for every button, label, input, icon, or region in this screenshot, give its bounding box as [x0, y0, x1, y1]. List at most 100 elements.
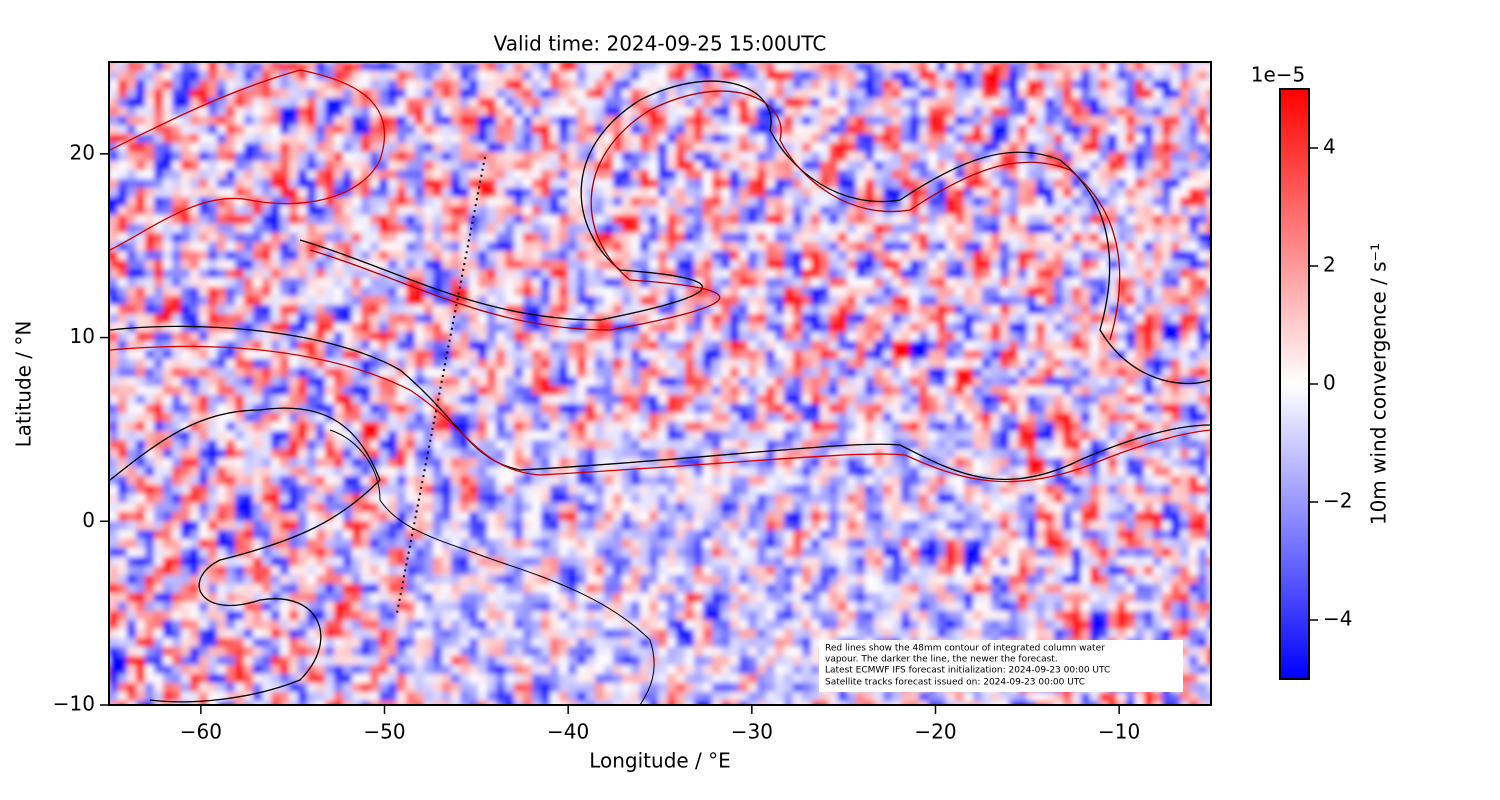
field-cell	[946, 116, 956, 126]
field-cell	[847, 287, 857, 297]
field-cell	[181, 305, 191, 315]
field-cell	[1144, 269, 1154, 279]
field-cell	[289, 314, 299, 324]
field-cell	[325, 62, 335, 72]
field-cell	[910, 368, 920, 378]
field-cell	[505, 278, 515, 288]
field-cell	[1126, 287, 1136, 297]
field-cell	[1072, 386, 1082, 396]
field-cell	[901, 296, 911, 306]
field-cell	[1054, 197, 1064, 207]
field-cell	[1045, 377, 1055, 387]
field-cell	[721, 242, 731, 252]
field-cell	[478, 215, 488, 225]
field-cell	[847, 188, 857, 198]
field-cell	[199, 332, 209, 342]
field-cell	[298, 125, 308, 135]
field-cell	[694, 242, 704, 252]
field-cell	[820, 296, 830, 306]
field-cell	[361, 215, 371, 225]
field-cell	[1036, 125, 1046, 135]
field-cell	[415, 305, 425, 315]
field-cell	[802, 224, 812, 234]
field-cell	[235, 269, 245, 279]
field-cell	[802, 278, 812, 288]
field-cell	[586, 332, 596, 342]
field-cell	[676, 98, 686, 108]
field-cell	[1090, 116, 1100, 126]
field-cell	[262, 251, 272, 261]
field-cell	[595, 98, 605, 108]
field-cell	[190, 278, 200, 288]
field-cell	[658, 341, 668, 351]
field-cell	[307, 143, 317, 153]
field-cell	[424, 62, 434, 72]
field-cell	[1099, 269, 1109, 279]
field-cell	[784, 89, 794, 99]
field-cell	[874, 260, 884, 270]
field-cell	[415, 125, 425, 135]
field-cell	[847, 233, 857, 243]
field-cell	[505, 323, 515, 333]
field-cell	[451, 287, 461, 297]
field-cell	[1180, 233, 1190, 243]
field-cell	[937, 71, 947, 81]
field-cell	[658, 377, 668, 387]
field-cell	[946, 395, 956, 405]
field-cell	[577, 71, 587, 81]
field-cell	[649, 323, 659, 333]
field-cell	[370, 404, 380, 414]
field-cell	[757, 134, 767, 144]
field-cell	[793, 89, 803, 99]
field-cell	[424, 71, 434, 81]
field-cell	[838, 152, 848, 162]
field-cell	[361, 98, 371, 108]
field-cell	[982, 359, 992, 369]
field-cell	[109, 179, 119, 189]
field-cell	[973, 89, 983, 99]
field-cell	[505, 287, 515, 297]
field-cell	[379, 197, 389, 207]
field-cell	[1162, 251, 1172, 261]
field-cell	[226, 314, 236, 324]
field-cell	[631, 89, 641, 99]
field-cell	[334, 98, 344, 108]
field-cell	[451, 350, 461, 360]
field-cell	[1216, 359, 1226, 369]
field-cell	[802, 377, 812, 387]
field-cell	[271, 107, 281, 117]
field-cell	[1180, 287, 1190, 297]
field-cell	[1180, 179, 1190, 189]
field-cell	[640, 80, 650, 90]
field-cell	[631, 233, 641, 243]
field-cell	[370, 206, 380, 216]
field-cell	[820, 107, 830, 117]
field-cell	[892, 152, 902, 162]
field-cell	[658, 98, 668, 108]
field-cell	[532, 377, 542, 387]
field-cell	[181, 287, 191, 297]
field-cell	[451, 62, 461, 72]
field-cell	[433, 80, 443, 90]
field-cell	[1081, 116, 1091, 126]
field-cell	[865, 341, 875, 351]
field-cell	[1099, 368, 1109, 378]
field-cell	[424, 188, 434, 198]
field-cell	[928, 323, 938, 333]
field-cell	[370, 359, 380, 369]
field-cell	[379, 188, 389, 198]
field-cell	[1036, 197, 1046, 207]
field-cell	[712, 80, 722, 90]
field-cell	[1189, 179, 1199, 189]
field-cell	[496, 170, 506, 180]
field-cell	[1009, 404, 1019, 414]
field-cell	[1207, 359, 1211, 369]
field-cell	[766, 197, 776, 207]
field-cell	[1216, 215, 1226, 225]
field-cell	[424, 404, 434, 414]
field-cell	[829, 314, 839, 324]
field-cell	[676, 143, 686, 153]
field-cell	[739, 287, 749, 297]
field-cell	[460, 251, 470, 261]
field-cell	[928, 206, 938, 216]
